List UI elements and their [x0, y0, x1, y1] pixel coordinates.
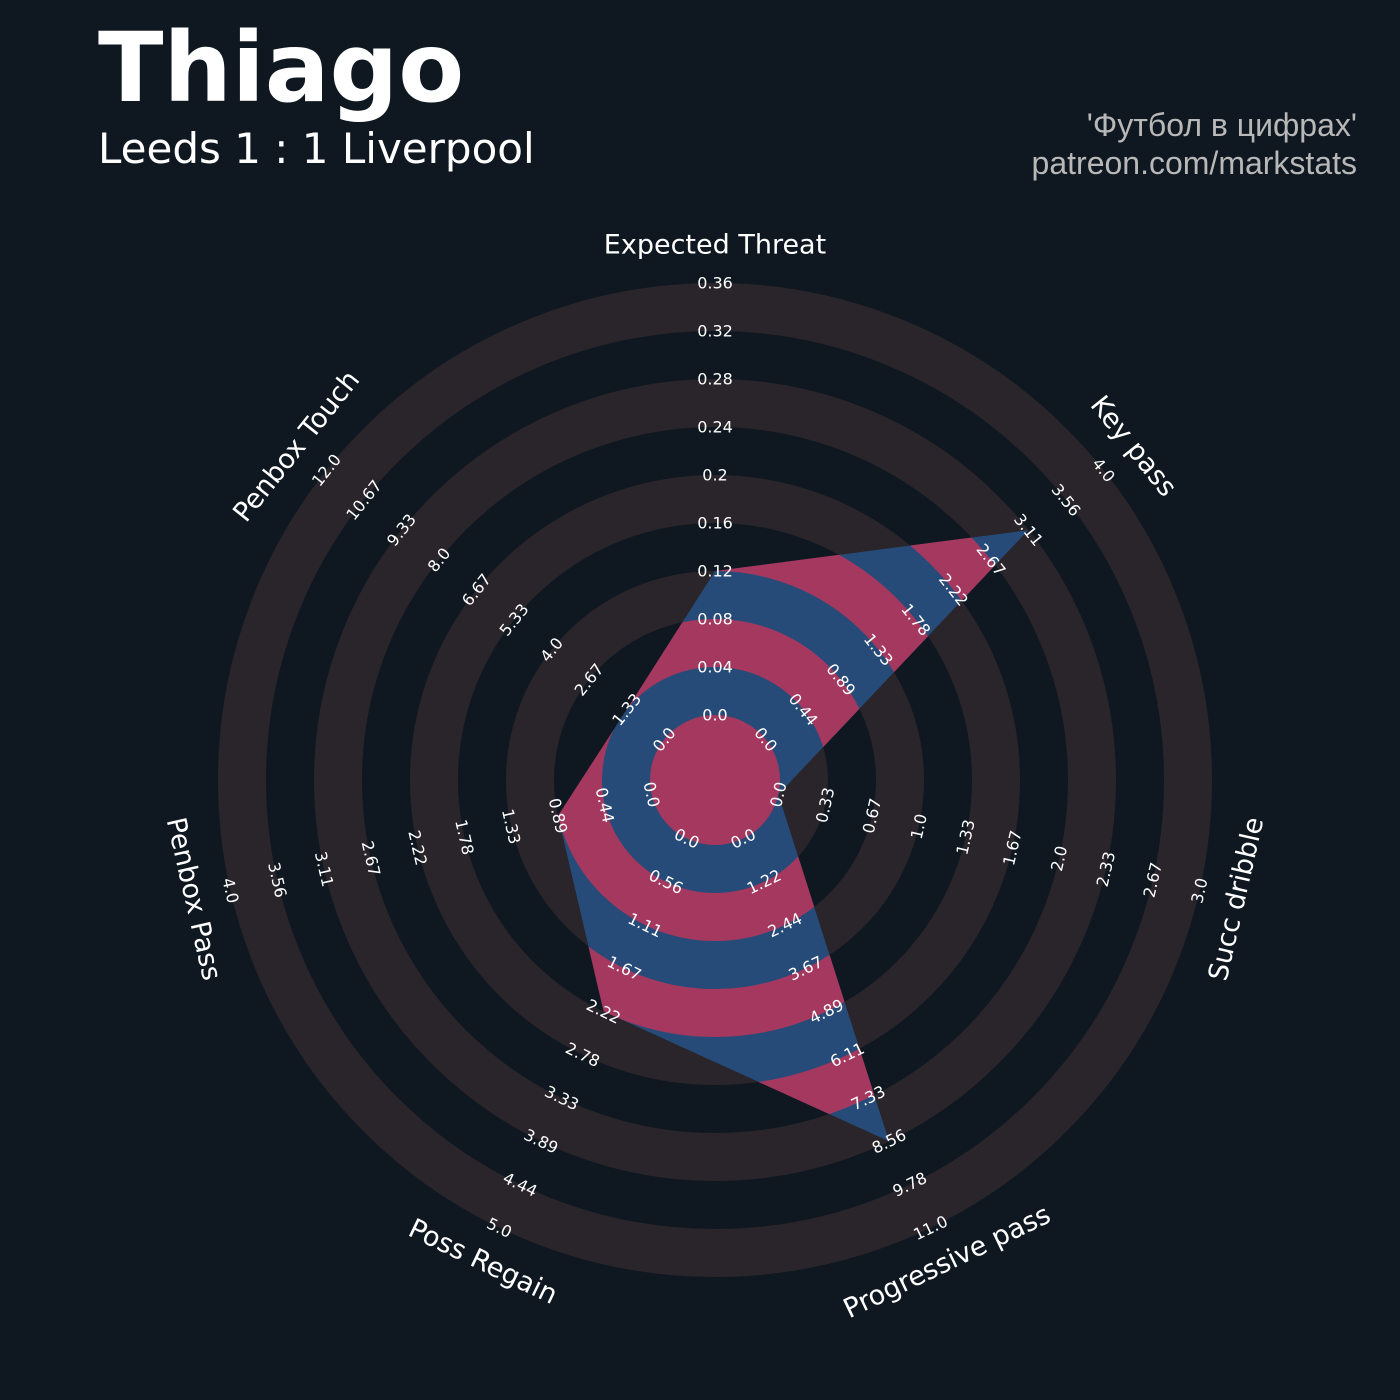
tick-label: 0.28: [697, 370, 733, 389]
credit-line-url: patreon.com/markstats: [1031, 145, 1357, 182]
param-label: Succ dribble: [1203, 814, 1270, 983]
tick-label: 0.0: [702, 706, 727, 725]
param-label: Expected Threat: [604, 230, 826, 261]
tick-label: 0.2: [702, 466, 727, 485]
tick-label: 0.12: [697, 562, 733, 581]
tick-label: 0.08: [697, 610, 733, 629]
page-title: Thiago: [98, 12, 465, 124]
param-label: Penbox Pass: [160, 815, 227, 984]
ring-band: [218, 283, 1212, 1277]
ring-band: [314, 379, 1116, 1181]
tick-label: 0.32: [697, 322, 733, 341]
tick-label: 0.24: [697, 418, 733, 437]
credit-line-brand: 'Футбол в цифрах': [1086, 107, 1357, 143]
tick-label: 0.16: [697, 514, 733, 533]
credit-block: 'Футбол в цифрах' patreon.com/markstats: [1032, 106, 1357, 183]
center-disc: [650, 715, 780, 845]
tick-label: 0.36: [697, 274, 733, 293]
tick-label: 0.04: [697, 658, 733, 677]
match-subtitle: Leeds 1 : 1 Liverpool: [98, 124, 535, 173]
